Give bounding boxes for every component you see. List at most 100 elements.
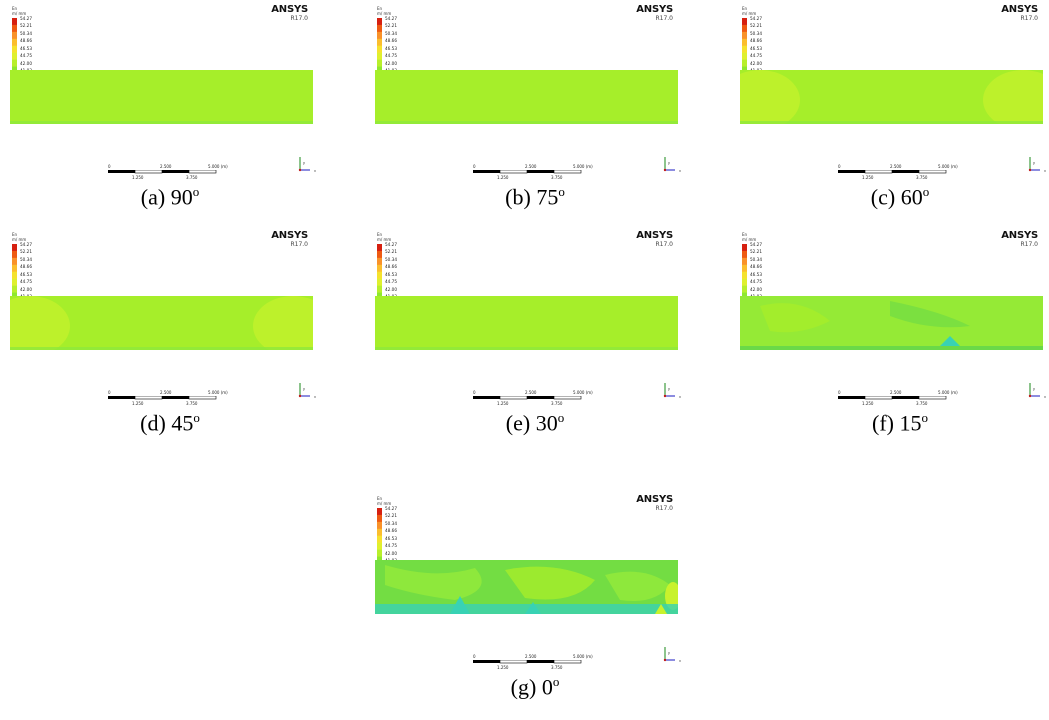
legend-title-line1: En — [742, 6, 748, 11]
scale-label-end: 5.000 (m) — [208, 164, 228, 169]
legend-value: 54.27 — [20, 16, 32, 21]
logo-brand: ANSYS — [1001, 4, 1038, 15]
legend-swatch — [377, 264, 382, 273]
scale-bar: 0 2.500 5.000 (m) 1.250 3.750 — [473, 390, 593, 410]
contour-region — [253, 296, 313, 350]
legend-swatch — [377, 535, 382, 543]
caption-text: (d) 45 — [140, 410, 194, 436]
degree-symbol: o — [193, 410, 200, 425]
scale-label-end: 5.000 (m) — [938, 390, 958, 395]
contour-plot — [10, 70, 313, 124]
legend-value: 42.00 — [385, 60, 397, 66]
svg-text:y: y — [303, 386, 305, 391]
legend-title-line2: m/ mm — [377, 237, 392, 242]
legend-swatch — [377, 521, 382, 530]
ansys-logo: ANSYS R17.0 — [1001, 4, 1038, 23]
legend-swatch — [12, 52, 17, 60]
scale-bar: 0 2.500 5.000 (m) 1.250 3.750 — [838, 164, 958, 184]
scale-bar-graphic — [108, 396, 217, 400]
contour-region — [375, 604, 678, 614]
axis-triad-icon: y x — [1028, 157, 1046, 173]
axis-triad-icon: y x — [663, 383, 681, 399]
svg-text:x: x — [1044, 168, 1046, 173]
legend-swatch — [377, 542, 382, 550]
contour-background — [375, 296, 678, 350]
contour-region — [655, 604, 667, 614]
legend-swatch — [377, 250, 382, 259]
panel-caption: (a) 90o — [0, 184, 340, 210]
scale-label-0: 0 — [473, 654, 476, 659]
legend-title: En m/ mm — [742, 6, 756, 16]
legend-title: En m/ mm — [12, 232, 26, 242]
legend-value: 44.75 — [385, 53, 397, 59]
caption-text: (c) 60 — [870, 184, 923, 210]
legend-swatch — [377, 514, 382, 523]
legend-swatch — [12, 59, 17, 67]
contour-region — [665, 582, 678, 610]
legend-value: 52.21 — [20, 249, 32, 255]
caption-text: (f) 15 — [872, 410, 922, 436]
caption-text: (e) 30 — [505, 410, 558, 436]
logo-version: R17.0 — [655, 505, 673, 512]
scale-label-q1: 1.250 — [132, 175, 144, 180]
contour-region — [10, 296, 70, 350]
contour-panel-a: En m/ mm 54.27 52.21 50.34 48.66 46.53 44.75 4… — [0, 0, 340, 225]
caption-text: (a) 90 — [140, 184, 193, 210]
axis-triad-icon: y x — [1028, 383, 1046, 399]
legend-swatch — [12, 244, 17, 252]
legend-swatch — [742, 52, 747, 60]
legend-value: 42.00 — [20, 286, 32, 292]
legend-title-line1: En — [12, 6, 18, 11]
logo-version: R17.0 — [1020, 15, 1038, 22]
logo-brand: ANSYS — [636, 494, 673, 505]
legend-value: 50.34 — [20, 30, 32, 36]
legend-swatch — [377, 244, 382, 252]
scale-label-mid: 2.500 — [160, 390, 172, 395]
svg-text:y: y — [668, 160, 670, 165]
legend-value: 48.66 — [385, 38, 397, 44]
scale-label-q1: 1.250 — [862, 175, 874, 180]
svg-text:y: y — [303, 160, 305, 165]
svg-text:y: y — [668, 650, 670, 655]
legend-swatch — [12, 278, 17, 286]
logo-version: R17.0 — [290, 241, 308, 248]
legend-value: 50.34 — [750, 256, 762, 262]
logo-version: R17.0 — [290, 15, 308, 22]
legend-title-line1: En — [742, 232, 748, 237]
scale-label-q3: 3.750 — [916, 175, 928, 180]
degree-symbol: o — [552, 674, 560, 689]
legend-title-line1: En — [377, 496, 383, 501]
scale-label-0: 0 — [838, 390, 841, 395]
legend-swatch — [377, 52, 382, 60]
contour-panel-b: En m/ mm 54.27 52.21 50.34 48.66 46.53 44.75 4… — [365, 0, 705, 225]
degree-symbol: o — [557, 410, 565, 425]
ansys-logo: ANSYS R17.0 — [636, 230, 673, 249]
svg-text:y: y — [1033, 160, 1035, 165]
legend-swatch — [377, 271, 382, 279]
logo-brand: ANSYS — [271, 230, 308, 241]
legend-swatch — [377, 45, 382, 53]
contour-region — [375, 347, 678, 350]
legend-swatch — [742, 257, 747, 266]
svg-text:x: x — [314, 168, 316, 173]
legend-value: 46.53 — [20, 271, 32, 277]
legend-value: 44.75 — [385, 279, 397, 285]
legend-swatch — [12, 38, 17, 47]
legend-swatch — [377, 528, 382, 537]
axis-triad-icon: y x — [663, 157, 681, 173]
svg-text:y: y — [668, 386, 670, 391]
ansys-logo: ANSYS R17.0 — [271, 5, 308, 23]
legend-value: 54.27 — [20, 242, 32, 247]
caption-text: (g) 0 — [510, 674, 553, 700]
legend-swatch — [742, 250, 747, 259]
scale-label-mid: 2.500 — [890, 164, 902, 169]
legend-swatch — [12, 31, 17, 40]
scale-label-0: 0 — [108, 390, 111, 395]
contour-region — [525, 602, 541, 614]
legend-swatch — [12, 285, 17, 293]
degree-symbol: o — [192, 184, 200, 199]
legend-value: 54.27 — [385, 242, 397, 247]
logo-brand: ANSYS — [636, 230, 673, 241]
svg-text:x: x — [314, 394, 316, 399]
legend-value: 46.53 — [385, 45, 397, 51]
